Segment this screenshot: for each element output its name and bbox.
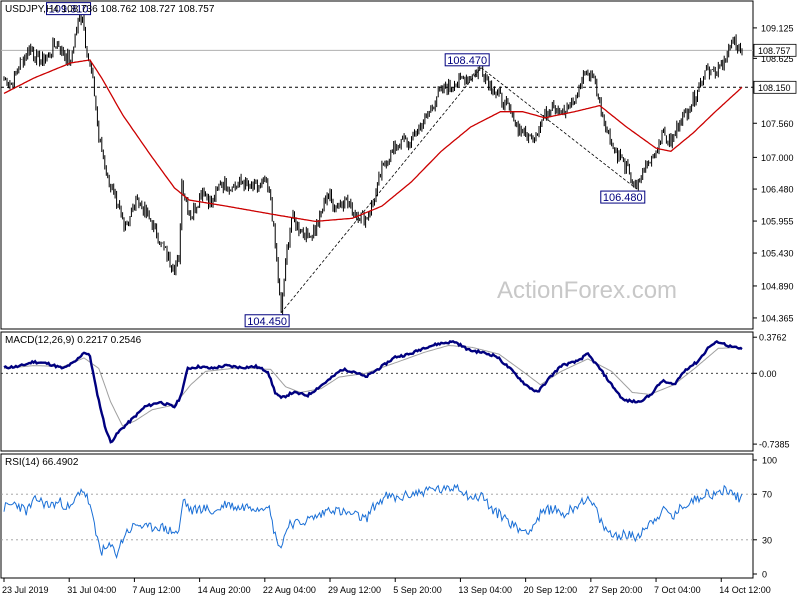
- callout-label-1: 104.450: [247, 316, 287, 328]
- time-tick-label: 29 Aug 12:00: [328, 585, 381, 595]
- level-badge-label: 108.150: [758, 83, 791, 93]
- time-tick-label: 23 Jul 2019: [2, 585, 49, 595]
- macd-tick-label: 0.00: [759, 369, 777, 379]
- time-axis: 23 Jul 2019 31 Jul 04:00 7 Aug 12:00 14 Aug…: [2, 578, 771, 595]
- price-tick-label: 105.430: [761, 249, 794, 259]
- price-tick-label: 107.560: [761, 119, 794, 129]
- price-tick-label: 108.625: [761, 54, 794, 64]
- rsi-line: [3, 483, 743, 560]
- price-axis: 109.125 108.625 107.560 107.000 106.480 105.9…: [753, 23, 797, 323]
- price-tick-label: 107.000: [761, 153, 794, 163]
- rsi-level-lines: [1, 493, 753, 541]
- callout-box-1: [244, 314, 290, 328]
- callout-label-2: 108.470: [447, 55, 487, 67]
- time-tick-label: 31 Jul 04:00: [67, 585, 116, 595]
- time-tick-label: 14 Oct 12:00: [719, 585, 771, 595]
- rsi-axis: 100 70 30 0: [753, 456, 777, 580]
- rsi-panel-frame: [0, 453, 754, 579]
- macd-tick-label: -0.7385: [759, 440, 790, 450]
- callout-label-0: 109.310: [49, 4, 89, 16]
- fib-trend-lines: [280, 67, 638, 314]
- callout-box-3: [600, 190, 646, 204]
- macd-panel-title: MACD(12,26,9) 0.2217 0.2546: [5, 335, 142, 346]
- macd-line: [3, 339, 743, 444]
- time-tick-label: 27 Sep 20:00: [589, 585, 643, 595]
- callout-box-0: [46, 2, 92, 16]
- macd-panel: MACD(12,26,9) 0.2217 0.2546 0.3762 0.00 -0…: [0, 331, 790, 452]
- price-series: [3, 12, 743, 315]
- last-price-badge-box: [753, 43, 797, 57]
- price-tick-label: 106.480: [761, 185, 794, 195]
- price-tick-label: 105.955: [761, 217, 794, 227]
- price-panel-title: USDJPY,H4 108.736 108.762 108.727 108.75…: [5, 4, 215, 15]
- time-tick-label: 14 Aug 20:00: [198, 585, 251, 595]
- watermark: ActionForex.com: [497, 277, 677, 304]
- price-tick-label: 104.365: [761, 313, 794, 323]
- time-tick-label: 20 Sep 12:00: [524, 585, 578, 595]
- price-panel: ActionForex.com 109.310 104.450 108.470 106…: [0, 0, 797, 330]
- price-level-lines: [1, 49, 753, 88]
- rsi-tick-label: 100: [762, 456, 777, 466]
- callout-box-2: [444, 53, 490, 67]
- rsi-panel-title: RSI(14) 66.4902: [5, 457, 79, 468]
- time-tick-label: 22 Aug 04:00: [263, 585, 316, 595]
- price-callouts: 109.310 104.450 108.470 106.480: [46, 2, 646, 328]
- time-tick-label: 5 Sep 20:00: [393, 585, 442, 595]
- macd-axis: 0.3762 0.00 -0.7385: [753, 333, 790, 450]
- level-badge-box: [753, 80, 797, 94]
- rsi-tick-label: 30: [762, 535, 772, 545]
- rsi-panel: RSI(14) 66.4902 100 70 30 0: [0, 453, 777, 580]
- price-tick-label: 109.125: [761, 23, 794, 33]
- macd-panel-frame: [0, 331, 754, 452]
- time-tick-label: 7 Oct 04:00: [654, 585, 701, 595]
- last-price-badge-label: 108.757: [758, 46, 791, 56]
- price-tick-label: 104.890: [761, 281, 794, 291]
- callout-label-3: 106.480: [603, 192, 643, 204]
- macd-tick-label: 0.3762: [759, 333, 787, 343]
- moving-average-line: [3, 59, 743, 223]
- time-tick-label: 7 Aug 12:00: [132, 585, 180, 595]
- trend-line-0: [280, 67, 482, 314]
- time-tick-label: 13 Sep 04:00: [458, 585, 512, 595]
- trend-line-1: [480, 67, 638, 190]
- rsi-tick-label: 0: [762, 570, 767, 580]
- rsi-tick-label: 70: [762, 490, 772, 500]
